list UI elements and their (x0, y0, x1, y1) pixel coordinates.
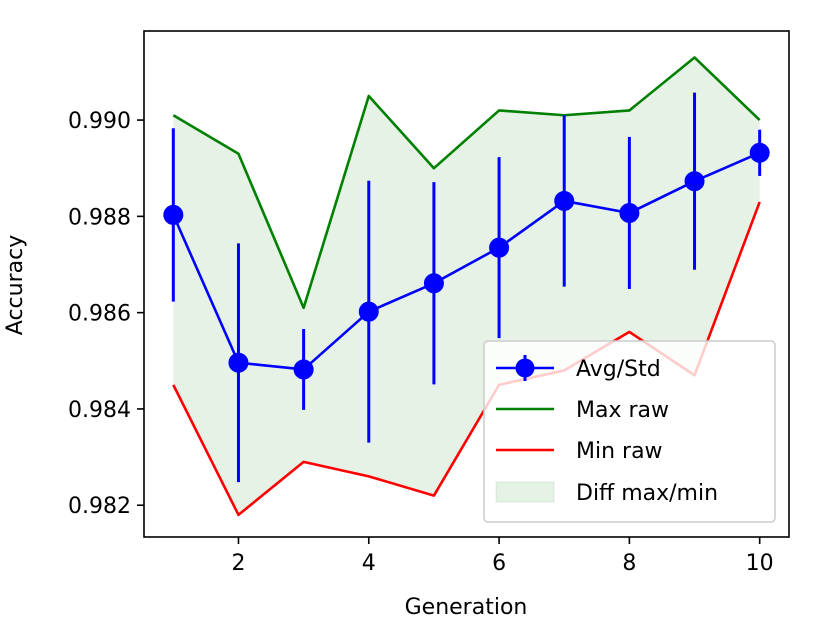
data-point (293, 359, 314, 380)
legend: Avg/Std Max raw Min raw Diff max/min (483, 340, 776, 523)
data-point (228, 352, 249, 373)
legend-label: Max raw (576, 398, 669, 423)
y-tick-label: 0.990 (68, 109, 131, 134)
data-point (554, 190, 575, 211)
data-point (163, 204, 184, 225)
diff-max-min-area (173, 57, 760, 515)
data-point (489, 237, 510, 258)
y-tick-label: 0.986 (68, 302, 131, 327)
y-tick-label: 0.982 (68, 494, 131, 519)
legend-label: Avg/Std (576, 357, 661, 382)
y-axis-title: Accuracy (3, 235, 28, 335)
legend-label: Diff max/min (576, 481, 718, 506)
x-tick-label: 8 (622, 551, 636, 576)
plot-frame (143, 30, 790, 538)
legend-fill-swatch (495, 481, 555, 503)
x-tick-label: 6 (492, 551, 506, 576)
data-point (619, 202, 640, 223)
data-point (749, 142, 770, 163)
legend-marker-swatch (515, 358, 535, 378)
legend-box (483, 340, 776, 523)
data-point (684, 171, 705, 192)
data-point (423, 273, 444, 294)
avg-std-line (172, 151, 761, 371)
x-tick-label: 2 (231, 551, 245, 576)
data-point (358, 301, 379, 322)
legend-label: Min raw (576, 439, 663, 464)
x-tick-label: 10 (746, 551, 774, 576)
y-tick-label: 0.984 (68, 398, 131, 423)
max-raw-line (172, 56, 761, 310)
x-tick-label: 4 (362, 551, 376, 576)
x-axis-title: Generation (405, 595, 528, 620)
y-tick-label: 0.988 (68, 205, 131, 230)
